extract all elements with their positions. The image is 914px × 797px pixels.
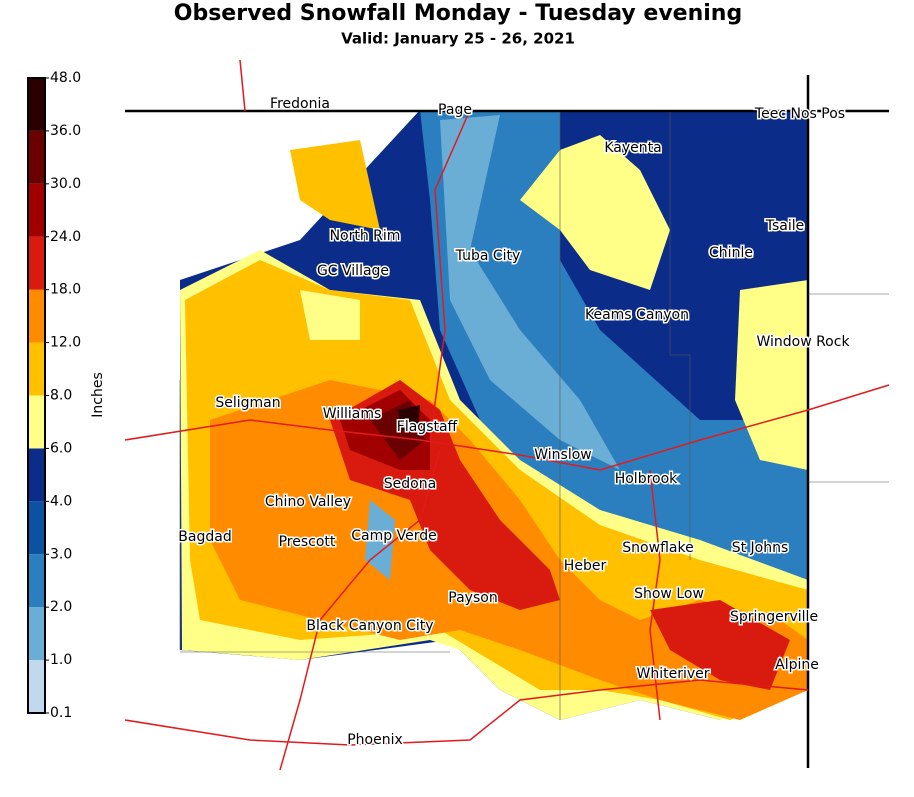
colorbar-tick-label: 30.0	[50, 176, 81, 192]
place-label: Window Rock	[756, 334, 850, 350]
place-label: Winslow	[534, 447, 592, 463]
colorbar-tick-label: 48.0	[50, 70, 81, 86]
place-label: Seligman	[215, 395, 280, 411]
place-label: Keams Canyon	[585, 307, 689, 323]
place-label: North Rim	[330, 228, 401, 244]
colorbar-segment	[28, 342, 45, 396]
place-label: Whiteriver	[636, 666, 709, 682]
snowfall-map	[124, 59, 890, 771]
place-label: Camp Verde	[351, 528, 436, 544]
title: Observed Snowfall Monday - Tuesday eveni…	[174, 1, 742, 26]
colorbar-tick-label: 0.1	[50, 705, 72, 721]
place-label: Bagdad	[178, 529, 231, 545]
colorbar-tick-label: 6.0	[50, 440, 72, 456]
place-label: Flagstaff	[397, 419, 458, 435]
colorbar-tick-label: 1.0	[50, 652, 72, 668]
colorbar-segment	[28, 395, 45, 449]
colorbar-segment	[28, 236, 45, 290]
colorbar-tick-label: 24.0	[50, 229, 81, 245]
place-label: Chino Valley	[265, 494, 351, 510]
place-label: Snowflake	[622, 540, 693, 556]
colorbar-tick-label: 2.0	[50, 599, 72, 615]
place-label: Sedona	[384, 476, 436, 492]
colorbar-segment	[28, 289, 45, 343]
colorbar: Inches 0.1 1.0 2.0 3.0 4.0 6.0 8.0 12.0 18.0 24.0…	[27, 70, 106, 721]
place-label: Prescott	[279, 534, 336, 550]
place-label: Payson	[448, 590, 497, 606]
colorbar-tick-label: 12.0	[50, 335, 81, 351]
colorbar-segment	[28, 130, 45, 184]
colorbar-tick-label: 18.0	[50, 282, 81, 298]
place-label: Fredonia	[270, 96, 330, 112]
place-label: Alpine	[775, 657, 819, 673]
place-label: Black Canyon City	[306, 618, 433, 634]
colorbar-segment	[28, 660, 45, 713]
place-label: Teec Nos Pos	[754, 106, 845, 122]
place-label: Show Low	[634, 586, 704, 602]
place-label: Holbrook	[615, 471, 678, 487]
colorbar-tick-label: 36.0	[50, 123, 81, 139]
place-label: Chinle	[709, 245, 753, 261]
place-label: Springerville	[730, 609, 818, 625]
colorbar-tick-label: 3.0	[50, 546, 72, 562]
place-label: Kayenta	[604, 140, 661, 156]
colorbar-segment	[28, 501, 45, 555]
place-label: Phoenix	[347, 732, 403, 748]
place-label: GC Village	[317, 263, 389, 279]
place-label: Page	[438, 102, 472, 118]
place-labels: Fredonia Page Teec Nos Pos Kayenta Tsaile Nor…	[177, 95, 852, 750]
place-label: Williams	[323, 406, 382, 422]
colorbar-segment	[28, 448, 45, 502]
colorbar-label: Inches	[90, 372, 106, 417]
colorbar-segment	[28, 78, 45, 131]
colorbar-segment	[28, 554, 45, 608]
colorbar-tick-label: 8.0	[50, 388, 72, 404]
colorbar-segment	[28, 607, 45, 661]
colorbar-segment	[28, 183, 45, 237]
place-label: Heber	[564, 558, 607, 574]
colorbar-tick-label: 4.0	[50, 493, 72, 509]
place-label: Tuba City	[455, 248, 521, 264]
place-label: Tsaile	[765, 218, 805, 234]
place-label: St Johns	[732, 540, 789, 556]
subtitle: Valid: January 25 - 26, 2021	[341, 30, 575, 48]
